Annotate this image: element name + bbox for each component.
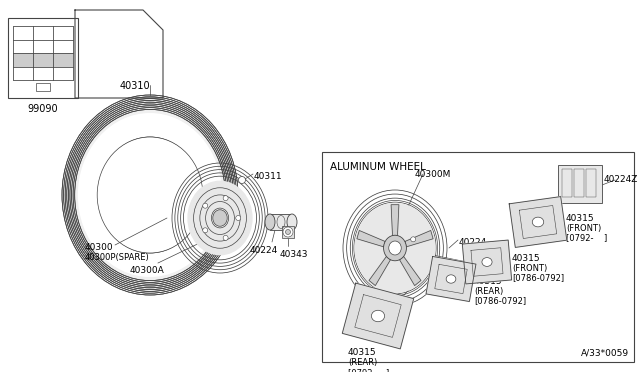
Text: 40311: 40311: [254, 172, 283, 181]
Text: 40315: 40315: [348, 348, 376, 357]
Bar: [36, 83, 50, 91]
Text: 40300A: 40300A: [130, 266, 164, 275]
Polygon shape: [369, 256, 390, 286]
Circle shape: [223, 196, 228, 201]
Text: 40315: 40315: [512, 254, 541, 263]
Circle shape: [239, 176, 246, 183]
Text: [0792-    ]: [0792- ]: [348, 368, 389, 372]
Text: [0786-0792]: [0786-0792]: [474, 296, 526, 305]
Polygon shape: [399, 256, 421, 286]
Text: A/33*0059: A/33*0059: [581, 348, 629, 357]
Text: 40315: 40315: [566, 214, 595, 223]
Circle shape: [283, 227, 293, 237]
Text: 40343: 40343: [280, 250, 308, 259]
Bar: [586, 169, 596, 197]
Text: 40224Z: 40224Z: [604, 175, 638, 184]
Bar: [270, 214, 292, 230]
Text: 40300P(SPARE): 40300P(SPARE): [85, 253, 150, 262]
Ellipse shape: [446, 275, 456, 283]
Circle shape: [236, 215, 241, 221]
Circle shape: [203, 228, 208, 233]
Ellipse shape: [482, 257, 492, 266]
Text: 40315: 40315: [474, 277, 502, 286]
Ellipse shape: [355, 203, 436, 293]
Circle shape: [285, 230, 291, 234]
Polygon shape: [342, 283, 413, 349]
Ellipse shape: [188, 180, 253, 256]
Text: (REAR): (REAR): [348, 358, 377, 367]
Bar: [558, 165, 602, 203]
Text: 40300: 40300: [85, 243, 114, 252]
Text: [0786-0792]: [0786-0792]: [512, 273, 564, 282]
Bar: [282, 226, 294, 238]
Text: 40310: 40310: [120, 81, 150, 91]
Ellipse shape: [65, 98, 236, 292]
Text: (FRONT): (FRONT): [566, 224, 601, 233]
Polygon shape: [462, 240, 511, 284]
Circle shape: [223, 235, 228, 240]
Bar: [574, 169, 584, 197]
Text: 40300M: 40300M: [415, 170, 451, 179]
Ellipse shape: [265, 214, 275, 230]
Text: [0792-    ]: [0792- ]: [566, 233, 607, 242]
Ellipse shape: [287, 214, 297, 230]
Bar: [13, 53, 73, 67]
Text: 40224: 40224: [459, 238, 487, 247]
Ellipse shape: [383, 235, 406, 261]
Ellipse shape: [99, 137, 201, 253]
Ellipse shape: [371, 310, 385, 322]
Text: 40224: 40224: [250, 246, 278, 255]
Polygon shape: [357, 231, 385, 247]
Text: ALUMINUM WHEEL: ALUMINUM WHEEL: [330, 162, 426, 172]
Text: (REAR): (REAR): [474, 287, 503, 296]
Ellipse shape: [78, 113, 222, 277]
Bar: [8, 18, 78, 98]
Circle shape: [411, 237, 416, 242]
Polygon shape: [426, 256, 476, 302]
Ellipse shape: [97, 137, 203, 253]
Polygon shape: [391, 205, 399, 235]
Polygon shape: [509, 196, 567, 247]
Ellipse shape: [532, 217, 544, 227]
Bar: [562, 169, 572, 197]
Circle shape: [203, 203, 208, 208]
Polygon shape: [405, 231, 433, 247]
Text: (FRONT): (FRONT): [512, 264, 547, 273]
Text: 99090: 99090: [28, 104, 58, 114]
Ellipse shape: [388, 241, 401, 255]
Ellipse shape: [212, 210, 227, 226]
Bar: [322, 152, 634, 362]
